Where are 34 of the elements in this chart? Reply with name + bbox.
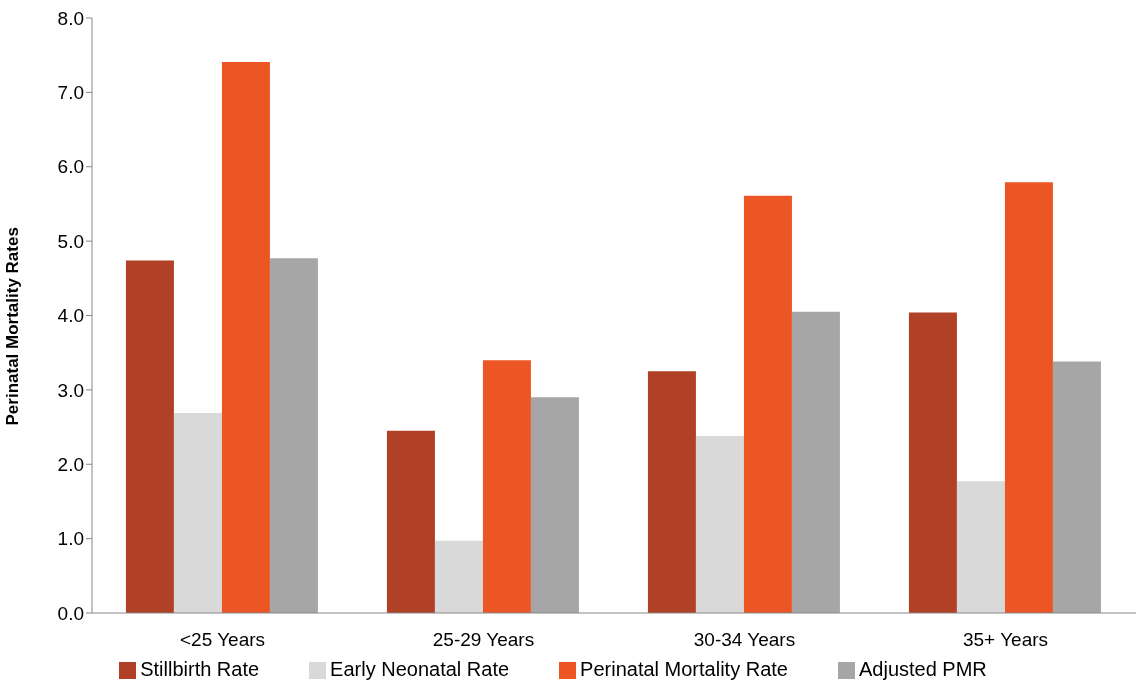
bar [269, 258, 318, 613]
bar [1004, 182, 1053, 613]
x-tick-label: 25-29 Years [432, 629, 535, 651]
y-tick-label: 5.0 [57, 230, 84, 252]
bar [791, 311, 840, 613]
y-axis-title: Perinatal Mortality Rates [3, 227, 23, 426]
legend-label: Adjusted PMR [858, 658, 987, 680]
legend-label: Perinatal Mortality Rate [580, 658, 788, 680]
bar [908, 312, 957, 613]
x-tick-label: <25 Years [179, 629, 266, 651]
y-tick-label: 7.0 [57, 82, 84, 104]
bar [530, 397, 579, 613]
bar [125, 260, 174, 613]
legend-label: Early Neonatal Rate [330, 658, 510, 680]
bar [695, 435, 744, 613]
x-tick-label: 30-34 Years [693, 629, 796, 651]
bar [743, 195, 792, 613]
bar [386, 430, 435, 613]
bar [1052, 361, 1101, 613]
y-tick-label: 1.0 [57, 528, 84, 550]
legend-label: Stillbirth Rate [140, 658, 260, 680]
bar [434, 540, 483, 613]
bar [956, 481, 1005, 613]
x-tick-label: 35+ Years [962, 629, 1049, 651]
y-tick-label: 4.0 [57, 305, 84, 327]
bar [173, 412, 222, 613]
y-tick-label: 6.0 [57, 156, 84, 178]
y-tick-label: 8.0 [57, 7, 84, 29]
bar [221, 61, 270, 613]
bar [647, 371, 696, 613]
y-tick-label: 0.0 [57, 602, 84, 624]
y-tick-label: 2.0 [57, 453, 84, 475]
bar [482, 360, 531, 613]
y-tick-label: 3.0 [57, 379, 84, 401]
